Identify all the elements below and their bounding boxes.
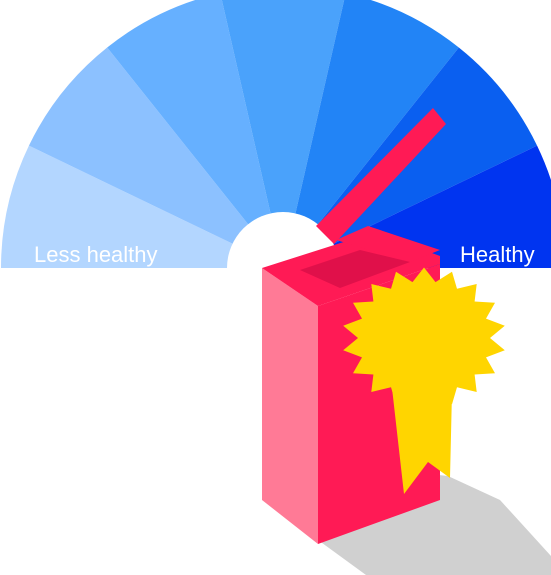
award-rosette-icon (343, 267, 505, 494)
gauge-segment-4 (221, 0, 345, 268)
package-opening (300, 250, 410, 288)
gauge-segment-5 (283, 0, 459, 268)
badge-ribbon (392, 388, 452, 494)
less-healthy-label: Less healthy (34, 242, 158, 267)
gauge-segment-1 (1, 145, 283, 268)
gauge-segment-2 (28, 47, 284, 268)
gauge-needle (316, 108, 446, 244)
gauge-segment-3 (107, 0, 283, 268)
package-open-flap (336, 226, 440, 262)
healthy-label: Healthy (460, 242, 535, 267)
badge-rosette (343, 267, 505, 409)
package-side-face (262, 268, 318, 544)
